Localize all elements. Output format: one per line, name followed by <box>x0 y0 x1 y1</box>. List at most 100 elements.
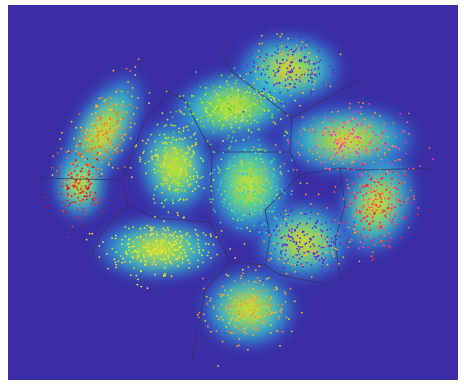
data-point <box>296 234 299 237</box>
data-point <box>319 59 322 62</box>
data-point <box>243 301 246 304</box>
data-point <box>279 62 281 65</box>
data-point <box>51 174 54 177</box>
data-point <box>128 249 131 252</box>
data-point <box>66 211 69 214</box>
data-point <box>239 277 242 280</box>
data-point <box>220 96 223 99</box>
data-point <box>221 285 224 288</box>
data-point <box>401 195 404 198</box>
data-point <box>73 185 75 188</box>
data-point <box>231 87 233 90</box>
data-point <box>133 245 135 248</box>
data-point <box>180 111 182 113</box>
data-point <box>270 30 273 33</box>
data-point <box>237 172 240 175</box>
data-point <box>261 108 263 111</box>
data-point <box>342 162 344 165</box>
data-point <box>311 227 314 230</box>
data-point <box>183 156 185 158</box>
data-point <box>181 261 184 264</box>
data-point <box>319 229 322 231</box>
data-point <box>376 198 379 201</box>
data-point <box>353 221 356 224</box>
data-point <box>391 144 394 147</box>
cluster-c1 <box>44 142 104 239</box>
data-point <box>298 59 301 61</box>
data-point <box>350 132 353 135</box>
data-point <box>279 250 282 253</box>
data-point <box>272 121 275 123</box>
data-point <box>173 190 176 193</box>
data-point <box>380 136 383 138</box>
data-point <box>398 200 401 202</box>
data-point <box>143 256 145 258</box>
data-point <box>262 161 264 163</box>
data-point <box>100 173 103 175</box>
data-point <box>80 152 83 155</box>
data-point <box>353 191 356 194</box>
data-point <box>276 192 279 195</box>
data-point <box>393 215 396 218</box>
data-point <box>240 315 242 318</box>
data-point <box>155 231 158 233</box>
data-point <box>283 234 286 237</box>
data-point <box>215 236 218 239</box>
data-point <box>398 174 401 177</box>
data-point <box>306 182 308 185</box>
data-point <box>398 179 401 182</box>
data-point <box>229 297 232 299</box>
data-point <box>315 201 318 204</box>
data-point <box>244 109 247 112</box>
data-point <box>60 147 63 150</box>
data-point <box>365 145 367 148</box>
data-point <box>347 135 350 138</box>
data-point <box>238 313 241 316</box>
cluster-c3 <box>129 109 215 214</box>
data-point <box>256 161 258 164</box>
data-point <box>241 174 244 177</box>
data-point <box>94 146 97 149</box>
data-point <box>325 252 328 254</box>
data-point <box>285 46 287 49</box>
data-point <box>187 163 190 166</box>
data-point <box>95 156 97 159</box>
data-point <box>291 228 293 230</box>
data-point <box>272 62 275 65</box>
data-point <box>163 125 166 128</box>
data-point <box>181 167 183 170</box>
data-point <box>374 179 377 182</box>
data-point <box>338 236 341 239</box>
data-point <box>296 254 298 256</box>
data-point <box>239 304 242 307</box>
data-point <box>228 184 231 187</box>
data-point <box>123 104 126 106</box>
data-point <box>312 148 315 151</box>
data-point <box>258 171 260 174</box>
data-point <box>313 245 316 247</box>
data-point <box>337 140 340 143</box>
data-point <box>85 195 87 198</box>
data-point <box>326 229 329 231</box>
data-point <box>86 128 89 131</box>
data-point <box>263 87 265 90</box>
data-point <box>79 178 82 181</box>
data-point <box>238 96 240 99</box>
data-point <box>268 234 271 236</box>
data-point <box>380 197 383 199</box>
data-point <box>123 261 126 263</box>
data-point <box>154 162 157 165</box>
data-point <box>268 210 271 213</box>
data-point <box>248 85 251 88</box>
data-point <box>312 235 315 238</box>
data-point <box>114 149 117 151</box>
data-point <box>173 147 176 149</box>
data-point <box>288 62 291 64</box>
data-point <box>107 122 110 125</box>
data-point <box>225 116 228 119</box>
data-point <box>162 205 165 208</box>
data-point <box>271 181 274 183</box>
data-point <box>335 149 337 152</box>
data-point <box>287 235 290 238</box>
data-point <box>260 34 263 37</box>
